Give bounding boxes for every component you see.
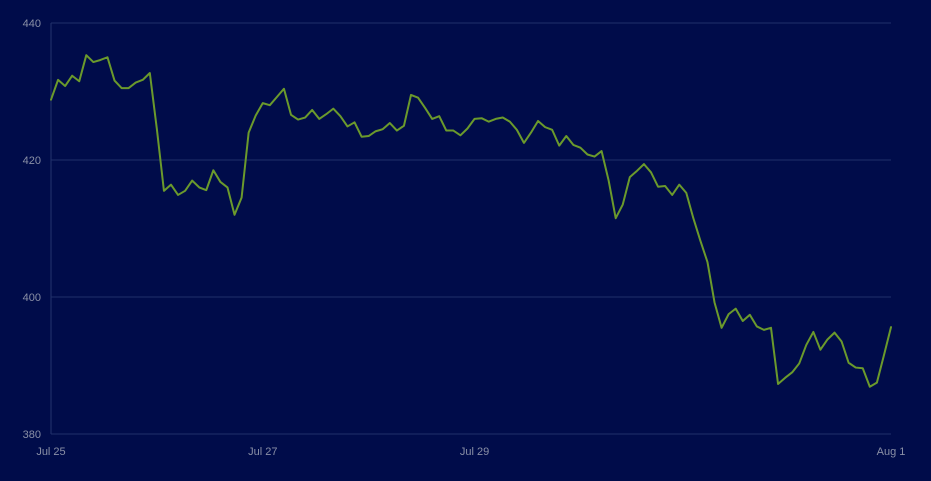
x-tick-label: Jul 29 [460, 446, 489, 458]
x-tick-label: Aug 1 [877, 446, 906, 458]
y-tick-label: 440 [23, 18, 41, 30]
y-tick-label: 420 [23, 155, 41, 167]
y-tick-label: 380 [23, 429, 41, 441]
x-tick-label: Jul 27 [248, 446, 277, 458]
x-tick-label: Jul 25 [36, 446, 65, 458]
y-tick-label: 400 [23, 292, 41, 304]
price-line [50, 54, 892, 388]
